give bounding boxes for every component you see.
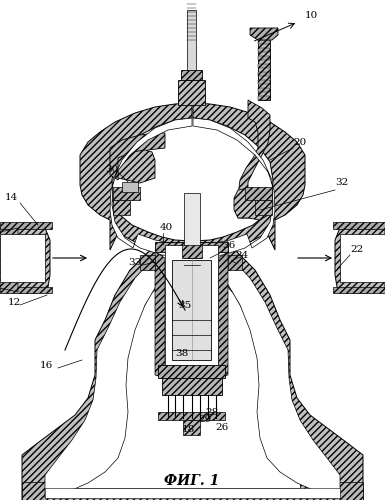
Polygon shape — [258, 88, 270, 92]
Polygon shape — [45, 488, 340, 498]
Text: ФИГ. 1: ФИГ. 1 — [164, 474, 219, 488]
Polygon shape — [183, 420, 200, 435]
Text: 10: 10 — [305, 11, 318, 20]
Text: 26: 26 — [215, 423, 228, 432]
Text: 28: 28 — [205, 408, 218, 417]
Text: 22: 22 — [350, 245, 363, 254]
Polygon shape — [22, 482, 65, 500]
Polygon shape — [158, 365, 225, 378]
Bar — [165, 245, 218, 375]
Text: 14: 14 — [5, 193, 18, 202]
Polygon shape — [155, 252, 165, 378]
Polygon shape — [22, 488, 363, 500]
Polygon shape — [118, 150, 155, 183]
Polygon shape — [0, 222, 52, 229]
Polygon shape — [182, 245, 202, 258]
Polygon shape — [234, 188, 270, 220]
Polygon shape — [155, 242, 228, 252]
Polygon shape — [258, 40, 270, 44]
Polygon shape — [258, 80, 270, 84]
Polygon shape — [140, 255, 155, 270]
Text: 36: 36 — [222, 241, 235, 250]
Polygon shape — [122, 182, 138, 192]
Text: 30: 30 — [105, 165, 118, 174]
Bar — [172, 260, 211, 360]
Bar — [184, 193, 200, 258]
Text: 18: 18 — [182, 425, 195, 434]
Polygon shape — [335, 224, 385, 293]
Polygon shape — [258, 72, 270, 76]
Polygon shape — [218, 252, 228, 378]
Polygon shape — [333, 287, 385, 293]
Polygon shape — [193, 103, 305, 252]
Text: 12: 12 — [8, 298, 21, 307]
Polygon shape — [258, 48, 270, 52]
Text: 33: 33 — [128, 258, 141, 267]
Text: 16: 16 — [40, 361, 53, 370]
Text: 40: 40 — [160, 223, 173, 232]
Polygon shape — [181, 70, 202, 80]
Polygon shape — [300, 482, 363, 500]
Polygon shape — [0, 224, 50, 293]
Polygon shape — [113, 187, 140, 200]
Polygon shape — [22, 242, 192, 500]
Text: 34: 34 — [235, 251, 248, 260]
Polygon shape — [110, 118, 192, 257]
Polygon shape — [245, 187, 272, 200]
Text: 20: 20 — [293, 138, 306, 147]
Polygon shape — [45, 250, 192, 498]
Polygon shape — [250, 28, 278, 40]
Polygon shape — [113, 200, 130, 215]
Text: 29: 29 — [198, 415, 211, 424]
Polygon shape — [258, 56, 270, 60]
Polygon shape — [0, 228, 18, 292]
Polygon shape — [193, 118, 275, 257]
Polygon shape — [80, 103, 192, 252]
Polygon shape — [178, 80, 205, 105]
Polygon shape — [193, 250, 340, 498]
Polygon shape — [110, 133, 165, 180]
Polygon shape — [228, 255, 242, 270]
Polygon shape — [340, 234, 385, 282]
Text: 38: 38 — [175, 349, 188, 358]
Polygon shape — [162, 378, 222, 395]
Polygon shape — [0, 287, 52, 293]
Text: 35: 35 — [178, 301, 191, 310]
Polygon shape — [258, 96, 270, 100]
Polygon shape — [258, 40, 270, 100]
Polygon shape — [255, 200, 272, 215]
Polygon shape — [193, 242, 363, 500]
Polygon shape — [158, 412, 225, 420]
Polygon shape — [333, 222, 385, 229]
Text: 32: 32 — [335, 178, 348, 187]
Polygon shape — [258, 64, 270, 68]
Polygon shape — [0, 234, 45, 282]
Polygon shape — [238, 100, 270, 218]
Bar — [187, 10, 196, 70]
